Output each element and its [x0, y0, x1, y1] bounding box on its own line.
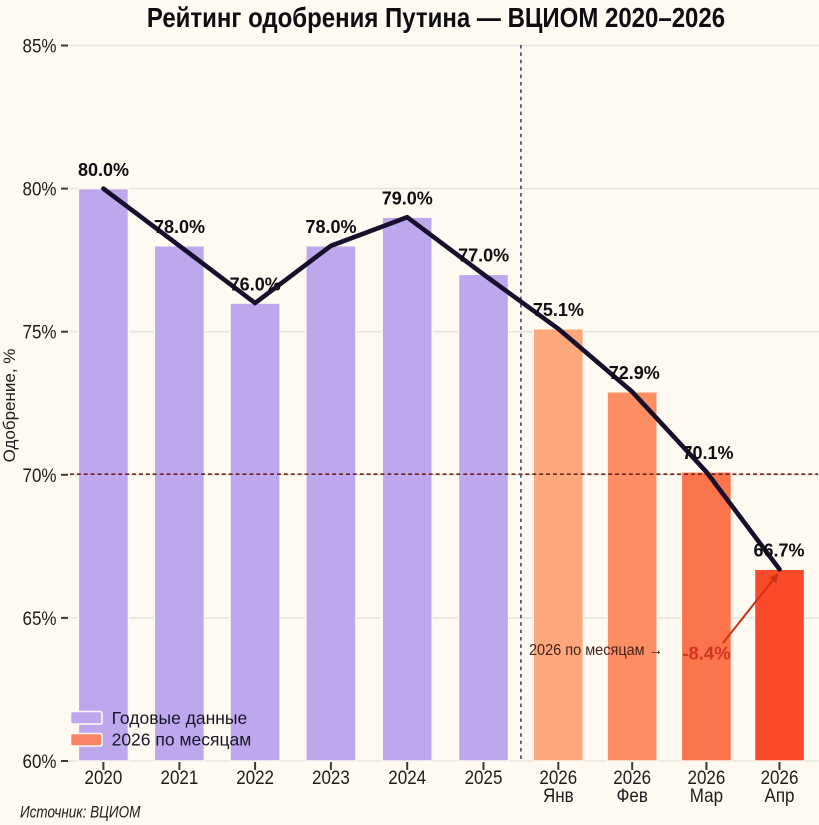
svg-text:2020: 2020 [85, 767, 123, 788]
svg-text:80.0%: 80.0% [78, 160, 129, 180]
svg-text:76.0%: 76.0% [230, 274, 281, 294]
svg-text:Рейтинг одобрения Путина — ВЦИ: Рейтинг одобрения Путина — ВЦИОМ 2020–20… [147, 1, 725, 33]
svg-text:2023: 2023 [312, 767, 350, 788]
svg-text:Источник: ВЦИОМ: Источник: ВЦИОМ [20, 803, 141, 822]
svg-text:60%: 60% [23, 751, 57, 772]
svg-text:78.0%: 78.0% [305, 217, 356, 237]
svg-text:79.0%: 79.0% [382, 189, 433, 209]
svg-text:Апр: Апр [765, 785, 795, 806]
svg-text:Мар: Мар [690, 785, 723, 806]
svg-text:2026 по месяцам →: 2026 по месяцам → [529, 642, 663, 660]
svg-text:2026: 2026 [688, 767, 726, 788]
svg-text:75.1%: 75.1% [533, 300, 584, 320]
svg-text:Фев: Фев [617, 785, 648, 806]
svg-text:2026 по месяцам: 2026 по месяцам [112, 730, 252, 750]
svg-text:65%: 65% [23, 608, 57, 629]
svg-text:Годовые данные: Годовые данные [112, 708, 248, 728]
svg-text:-8.4%: -8.4% [682, 643, 730, 664]
svg-text:2026: 2026 [761, 767, 799, 788]
svg-text:75%: 75% [23, 322, 57, 343]
svg-text:Одобрение, %: Одобрение, % [0, 349, 19, 463]
svg-text:72.9%: 72.9% [609, 363, 660, 383]
svg-text:66.7%: 66.7% [753, 541, 804, 561]
svg-text:2026: 2026 [613, 767, 651, 788]
svg-text:2026: 2026 [539, 767, 577, 788]
svg-text:78.0%: 78.0% [154, 217, 205, 237]
svg-text:Янв: Янв [543, 785, 574, 806]
svg-text:70.1%: 70.1% [682, 443, 733, 463]
svg-text:85%: 85% [23, 36, 57, 57]
svg-text:77.0%: 77.0% [458, 246, 509, 266]
svg-text:70%: 70% [23, 465, 57, 486]
svg-text:2025: 2025 [465, 767, 503, 788]
svg-text:2021: 2021 [161, 767, 199, 788]
svg-text:2024: 2024 [388, 767, 426, 788]
svg-text:80%: 80% [23, 179, 57, 200]
svg-text:2022: 2022 [236, 767, 274, 788]
